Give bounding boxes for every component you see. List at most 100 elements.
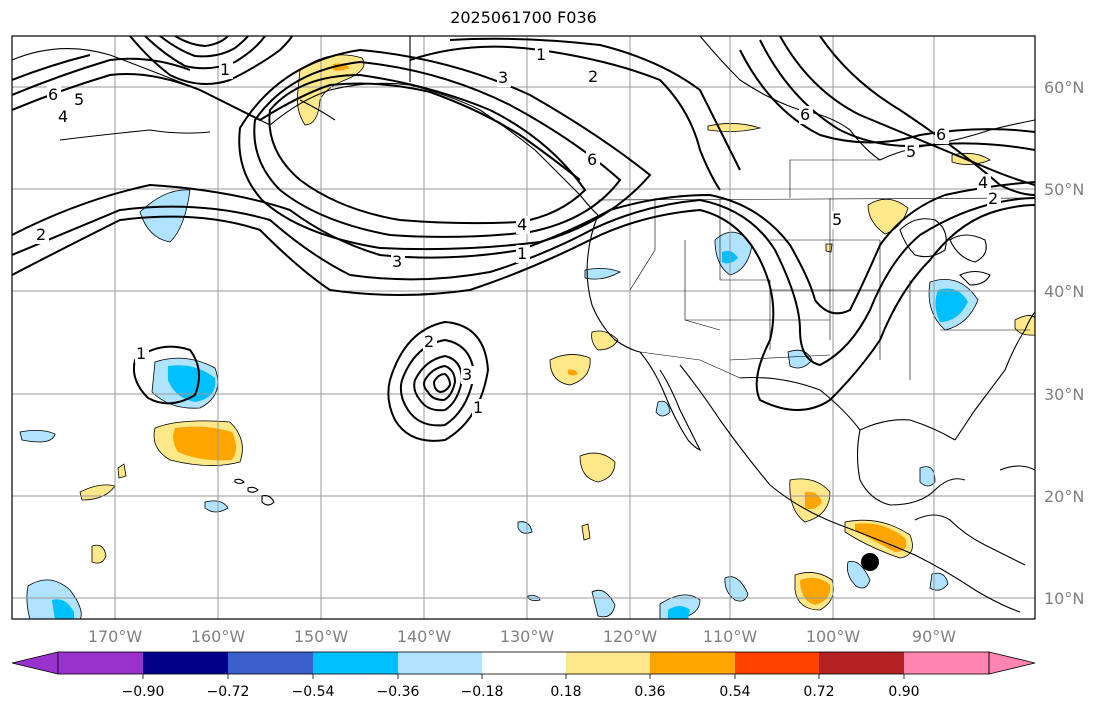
lon-label: 100°W — [806, 627, 861, 646]
map-frame — [11, 35, 1036, 620]
colorbar-tick: 0.54 — [719, 684, 750, 700]
colorbar-segment — [398, 652, 482, 674]
colorbar-segment — [566, 652, 650, 674]
contour-alaska-3 — [159, 36, 249, 58]
contour-low-mid-5 — [432, 372, 452, 394]
lat-label: 20°N — [1044, 487, 1084, 506]
contour-low-mid-3 — [413, 354, 464, 412]
lon-label: 130°W — [500, 627, 555, 646]
shade-canada-east — [951, 152, 991, 165]
shade-pacific-blue-2 — [204, 500, 229, 513]
contour-label: 3 — [462, 365, 472, 384]
colorbar-tick: −0.72 — [207, 684, 250, 700]
contour-east-6 — [739, 49, 1035, 144]
contour-label: 3 — [498, 68, 508, 87]
contour-canada-1 — [409, 45, 721, 191]
lat-label: 10°N — [1044, 589, 1084, 608]
colorbar-tick: 0.90 — [888, 684, 919, 700]
contour-label: 6 — [936, 125, 946, 144]
shade-pacific-blue-3 — [517, 521, 533, 534]
map-title: 2025061700 F036 — [450, 8, 597, 27]
contour-5-high — [12, 57, 191, 96]
political-boundaries — [597, 159, 1035, 380]
shade-baja-blue — [655, 400, 671, 417]
colorbar: −0.90 −0.72 −0.54 −0.36 −0.18 0.18 0.36 … — [11, 651, 1036, 700]
shade-hudson — [707, 123, 762, 132]
shade-gulf-blue — [919, 466, 936, 487]
shade-tropical-east-pac — [579, 452, 616, 483]
lat-label: 50°N — [1044, 180, 1084, 199]
contour-6-high — [12, 54, 91, 81]
contour-4-high — [12, 73, 581, 181]
shade-utah — [825, 243, 833, 253]
contour-label: 2 — [424, 332, 434, 351]
contour-label: 6 — [48, 85, 58, 104]
contour-low-mid-4 — [423, 364, 457, 402]
contour-low-hawaii — [132, 345, 200, 405]
storm-center-marker — [861, 553, 879, 571]
lon-label: 160°W — [191, 627, 246, 646]
shade-cal-blue — [584, 268, 621, 280]
colorbar-extend-high — [988, 651, 1036, 675]
colorbar-tick: −0.36 — [377, 684, 420, 700]
colorbar-tick: −0.90 — [122, 684, 165, 700]
contour-alaska-2 — [144, 36, 266, 70]
colorbar-segment — [143, 652, 228, 674]
colorbar-segment — [650, 652, 735, 674]
lat-label: 30°N — [1044, 385, 1084, 404]
lat-label: 40°N — [1044, 282, 1084, 301]
colorbar-tick: −0.18 — [461, 684, 504, 700]
contour-ring-1 — [268, 73, 587, 225]
contour-1-low — [12, 181, 1035, 315]
contour-canada-2 — [449, 37, 741, 171]
contour-ring-2 — [253, 60, 622, 238]
contour-ring-3 — [238, 48, 652, 251]
colorbar-tick: −0.54 — [292, 684, 335, 700]
shade-small-west-2 — [91, 544, 107, 564]
contour-alaska-1 — [129, 36, 293, 85]
shade-ohio-blue-core — [935, 288, 968, 322]
shade-mexico-south-blue — [724, 576, 749, 602]
colorbar-extend-low — [11, 651, 59, 675]
longitude-labels: 170°W 160°W 150°W 140°W 130°W 120°W 110°… — [88, 627, 956, 646]
contour-label: 6 — [800, 105, 810, 124]
colorbar-segment — [735, 652, 819, 674]
contour-alaska-4 — [174, 36, 229, 48]
lon-label: 170°W — [88, 627, 143, 646]
latitude-labels: 60°N 50°N 40°N 30°N 20°N 10°N — [1044, 78, 1084, 608]
graticule — [12, 36, 1035, 619]
contour-label-group: 6 5 4 1 1 3 2 6 4 1 3 2 1 2 — [35, 45, 1001, 417]
contour-label: 6 — [587, 150, 597, 169]
shade-hawaii-north-blue-core — [168, 365, 216, 402]
lon-label: 140°W — [397, 627, 452, 646]
shade-hawaii-north-core — [173, 426, 236, 461]
lon-label: 120°W — [603, 627, 658, 646]
contour-label: 4 — [517, 215, 527, 234]
shade-southwest-blue-core — [52, 599, 74, 619]
colorbar-tick: 0.72 — [803, 684, 834, 700]
contour-label: 1 — [473, 398, 483, 417]
lon-label: 110°W — [703, 627, 758, 646]
shade-central-south-blue-2-core — [668, 606, 690, 619]
contour-label: 5 — [906, 142, 916, 161]
contour-label: 5 — [74, 90, 84, 109]
coastlines — [12, 36, 1035, 613]
lon-label: 150°W — [294, 627, 349, 646]
shade-small-mid — [581, 523, 591, 541]
shade-small-west-3 — [117, 463, 127, 479]
colorbar-segment — [904, 652, 989, 674]
contour-label: 4 — [978, 173, 988, 192]
colorbar-segment — [819, 652, 904, 674]
contour-label: 2 — [36, 225, 46, 244]
shade-baja-offshore-core — [568, 369, 578, 376]
colorbar-tick: 0.18 — [550, 684, 581, 700]
contour-east-4 — [779, 36, 1035, 186]
contour-label: 5 — [832, 210, 842, 229]
colorbar-segment — [58, 652, 143, 674]
contour-label: 4 — [58, 107, 68, 126]
colorbar-segment — [228, 652, 313, 674]
contour-label: 2 — [988, 189, 998, 208]
contour-label: 1 — [136, 344, 146, 363]
shade-central-south-blue — [591, 589, 616, 618]
